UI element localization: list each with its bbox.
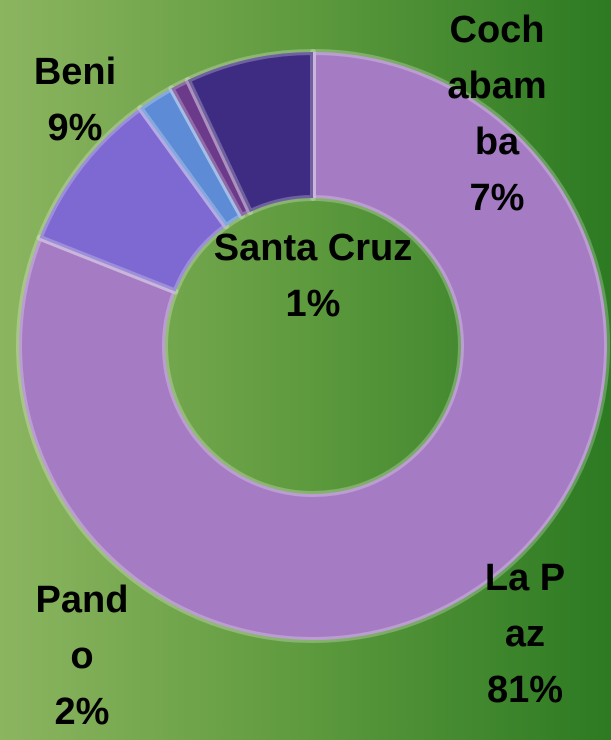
donut-slice (168, 76, 253, 220)
label-name: Cochabamba (447, 9, 547, 163)
data-label: Santa Cruz 1% (213, 220, 413, 332)
chart (16, 49, 610, 643)
data-label: Pando 2% (32, 572, 132, 740)
donut-slice (16, 49, 610, 643)
data-label: Beni 9% (20, 44, 130, 156)
donut-slice (184, 49, 316, 216)
label-name: Santa Cruz (213, 227, 413, 269)
donut-slice (36, 105, 230, 295)
data-label: La Paz 81% (475, 550, 575, 718)
label-value: 1% (285, 283, 341, 325)
label-name: Pando (35, 579, 129, 677)
label-value: 81% (486, 669, 564, 711)
donut-slice (137, 85, 245, 230)
data-label: Cochabamba 7% (442, 2, 552, 226)
label-value: 2% (54, 691, 110, 733)
label-name: La Paz (484, 557, 566, 655)
label-name: Beni (33, 51, 117, 93)
label-value: 9% (47, 107, 103, 149)
label-value: 7% (469, 177, 525, 219)
